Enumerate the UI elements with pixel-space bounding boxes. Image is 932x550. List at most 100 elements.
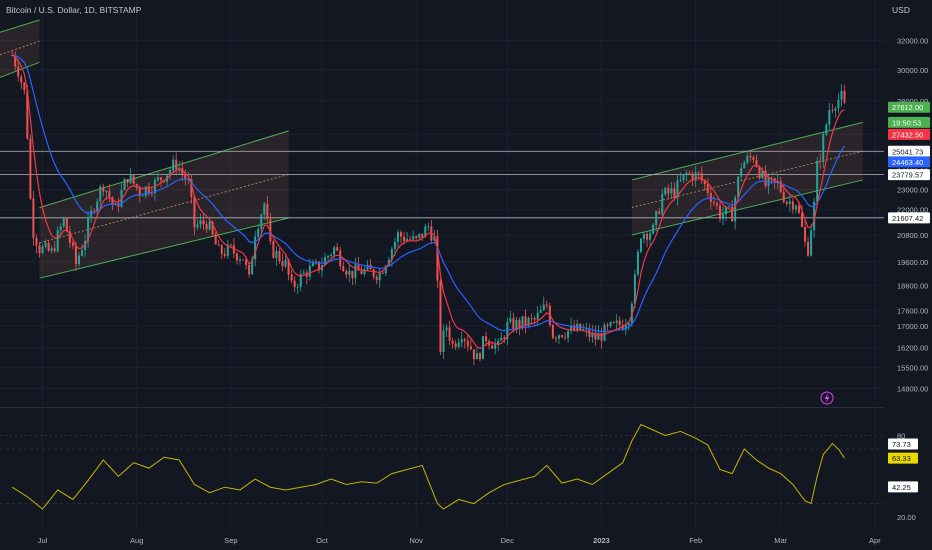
candle-body <box>621 325 624 330</box>
candle-body <box>649 233 652 240</box>
ema-red-tag-bg <box>888 128 930 140</box>
candle-body <box>785 201 788 204</box>
candle-body <box>406 238 409 242</box>
candle-body <box>685 172 688 175</box>
price-axis[interactable]: 32000.0030000.0028000.0026000.0025000.00… <box>884 0 932 550</box>
horizontal-levels <box>0 150 884 219</box>
candle-body <box>518 319 521 328</box>
candle-body <box>238 259 241 261</box>
ema-blue-line <box>12 54 845 332</box>
candle-body <box>673 188 676 198</box>
candle-body <box>700 173 703 181</box>
candle-body <box>557 335 560 339</box>
candle-body <box>743 162 746 169</box>
candle-body <box>560 335 563 338</box>
candle-body <box>761 170 764 178</box>
candle-body <box>788 201 791 204</box>
candle-body <box>330 254 333 256</box>
candle-body <box>251 259 254 275</box>
candle-body <box>62 217 65 227</box>
candle-body <box>38 245 41 254</box>
candle-body <box>819 160 822 162</box>
candle-body <box>223 253 226 256</box>
candle-body <box>606 324 609 327</box>
time-axis[interactable]: Jul Aug Sep Oct Nov Dec 2023 Feb Mar Apr <box>38 536 881 545</box>
candle-body <box>652 224 655 234</box>
candle-body <box>381 272 384 274</box>
level-tag-3: 21607.42 <box>892 214 923 223</box>
channel-top-upper <box>0 19 40 33</box>
candle-body <box>172 159 175 171</box>
candle-body <box>782 192 785 202</box>
candle-body <box>676 180 679 198</box>
candle-body <box>436 236 439 281</box>
candle-body <box>591 332 594 338</box>
candle-body <box>317 261 320 271</box>
candle-body <box>463 339 466 341</box>
price-axis-background <box>884 0 932 550</box>
candle-body <box>71 242 74 246</box>
level-tag-3-bg <box>888 212 930 224</box>
currency-label: USD <box>892 5 910 15</box>
candle-body <box>138 187 141 196</box>
candle-body <box>99 186 102 202</box>
candle-body <box>190 179 193 197</box>
candle-body <box>749 156 752 158</box>
symbol-title[interactable]: Bitcoin / U.S. Dollar, 1D, BITSTAMP <box>6 5 142 15</box>
candle-body <box>333 247 336 255</box>
candle-body <box>41 246 44 254</box>
candle-body <box>390 248 393 260</box>
date-tick-label: Feb <box>689 536 702 545</box>
candle-body <box>627 323 630 326</box>
candle-body <box>357 264 360 271</box>
candle-body <box>800 212 803 227</box>
candle-body <box>600 332 603 341</box>
candle-body <box>96 201 99 212</box>
candle-body <box>302 272 305 274</box>
candle-body <box>667 187 670 194</box>
candle-body <box>527 317 530 326</box>
candle-body <box>758 166 761 178</box>
candle-body <box>226 244 229 256</box>
candle-body <box>582 329 585 331</box>
ema-red-tag: 27432.50 <box>892 130 923 139</box>
candle-body <box>384 265 387 274</box>
candle-body <box>114 203 117 205</box>
candle-body <box>694 172 697 181</box>
candlestick-series <box>11 50 846 366</box>
candle-body <box>731 206 734 222</box>
candle-body <box>345 271 348 275</box>
candle-body <box>445 327 448 331</box>
candle-body <box>521 316 524 328</box>
candle-body <box>822 134 825 162</box>
ema-red-line <box>11 54 845 350</box>
channel-mid-median <box>39 173 289 244</box>
candle-body <box>797 205 800 213</box>
rsi-lower-tag: 42.25 <box>892 483 911 492</box>
candle-body <box>718 205 721 220</box>
chart-icons <box>820 391 834 405</box>
candle-body <box>147 186 150 194</box>
channel-mid-lower <box>39 217 289 279</box>
channel-top-median <box>0 40 40 56</box>
candle-body <box>715 203 718 206</box>
candle-body <box>141 195 144 197</box>
ema-blue-tag-bg <box>888 156 930 168</box>
candle-body <box>56 230 59 251</box>
candle-body <box>512 318 515 331</box>
candle-body <box>184 173 187 180</box>
candle-body <box>235 253 238 261</box>
candle-body <box>102 186 105 192</box>
candle-body <box>466 340 469 347</box>
candle-body <box>764 170 767 187</box>
candle-body <box>281 261 284 267</box>
candle-body <box>35 237 38 246</box>
candle-body <box>770 177 773 179</box>
candle-body <box>454 343 457 347</box>
candle-body <box>47 242 50 251</box>
rsi-current-tag-bg <box>888 452 918 464</box>
candle-body <box>831 110 834 112</box>
countdown-tag-bg <box>888 116 930 128</box>
rsi-upper-tag: 73.73 <box>892 440 911 449</box>
